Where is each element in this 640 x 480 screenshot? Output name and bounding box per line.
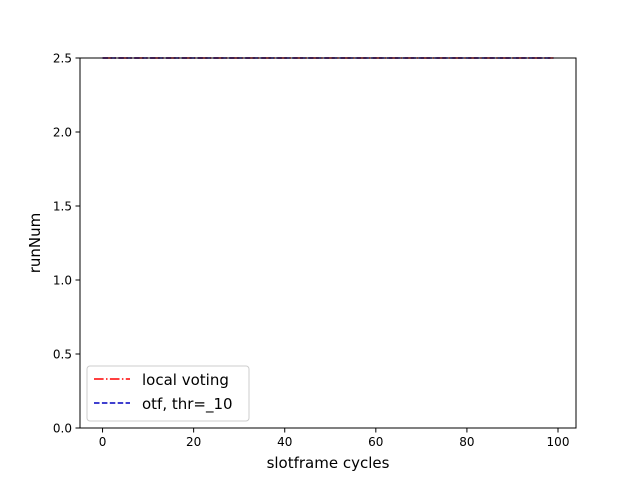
legend: local voting otf, thr=_10 (86, 365, 250, 422)
x-tick-label: 80 (459, 435, 474, 449)
x-axis-label: slotframe cycles (267, 454, 390, 472)
y-tick-label: 0.0 (53, 422, 72, 436)
legend-label-otf: otf, thr=_10 (142, 395, 233, 414)
y-tick-label: 2.0 (53, 126, 72, 140)
x-tick-label: 100 (547, 435, 570, 449)
y-tick-label: 1.5 (53, 200, 72, 214)
y-tick-label: 2.5 (53, 52, 72, 66)
y-axis-ticks: 0.0 0.5 1.0 1.5 2.0 2.5 (53, 52, 80, 436)
axes-frame (79, 57, 577, 429)
x-tick-label: 20 (186, 435, 201, 449)
x-tick-label: 40 (277, 435, 292, 449)
legend-label-local-voting: local voting (142, 371, 229, 389)
y-tick-label: 0.5 (53, 348, 72, 362)
y-axis-label: runNum (26, 213, 44, 274)
x-tick-label: 0 (99, 435, 107, 449)
x-axis-ticks: 0 20 40 60 80 100 (99, 428, 570, 449)
x-tick-label: 60 (368, 435, 383, 449)
y-tick-label: 1.0 (53, 274, 72, 288)
